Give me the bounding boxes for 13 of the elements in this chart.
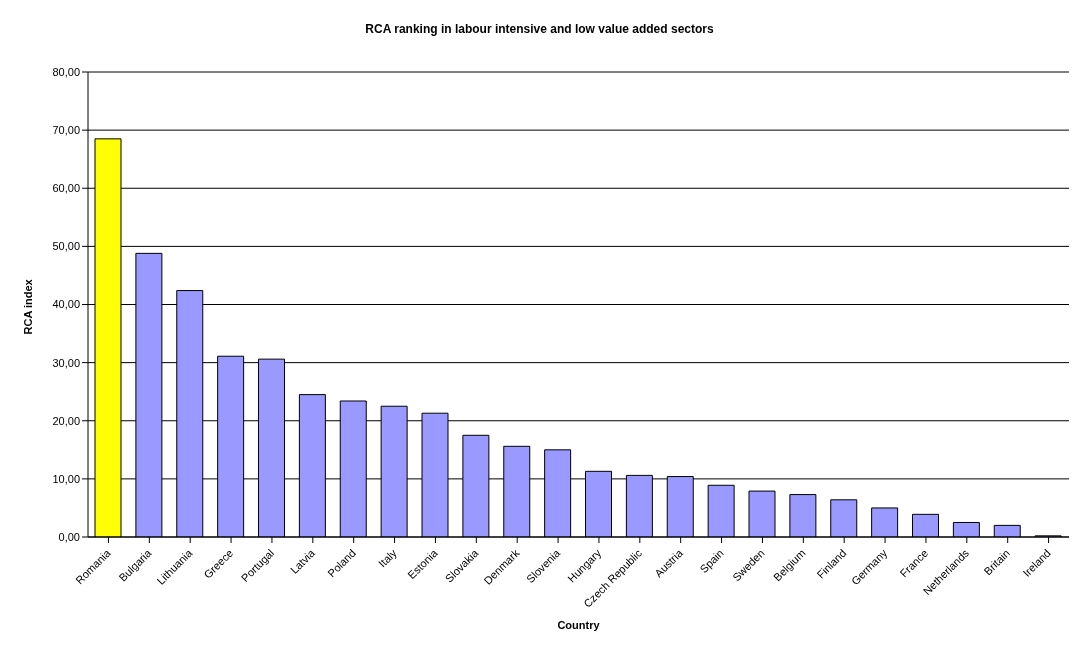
y-tick-label: 20,00 bbox=[52, 414, 80, 427]
x-tick-label: Italy bbox=[376, 546, 400, 570]
y-tick-label: 10,00 bbox=[52, 472, 80, 485]
y-tick-label: 80,00 bbox=[52, 65, 80, 78]
x-axis-title: Country bbox=[557, 619, 601, 631]
chart-title: RCA ranking in labour intensive and low value added sectors bbox=[364, 22, 715, 36]
y-tick-label: 30,00 bbox=[52, 356, 80, 369]
y-tick-label: 70,00 bbox=[52, 124, 80, 137]
y-tick-label: 50,00 bbox=[52, 240, 80, 253]
y-axis-title: RCA index bbox=[21, 278, 34, 335]
y-tick-label: 0,00 bbox=[58, 530, 80, 543]
y-tick-label: 40,00 bbox=[52, 298, 80, 311]
y-tick-label: 60,00 bbox=[52, 182, 80, 195]
